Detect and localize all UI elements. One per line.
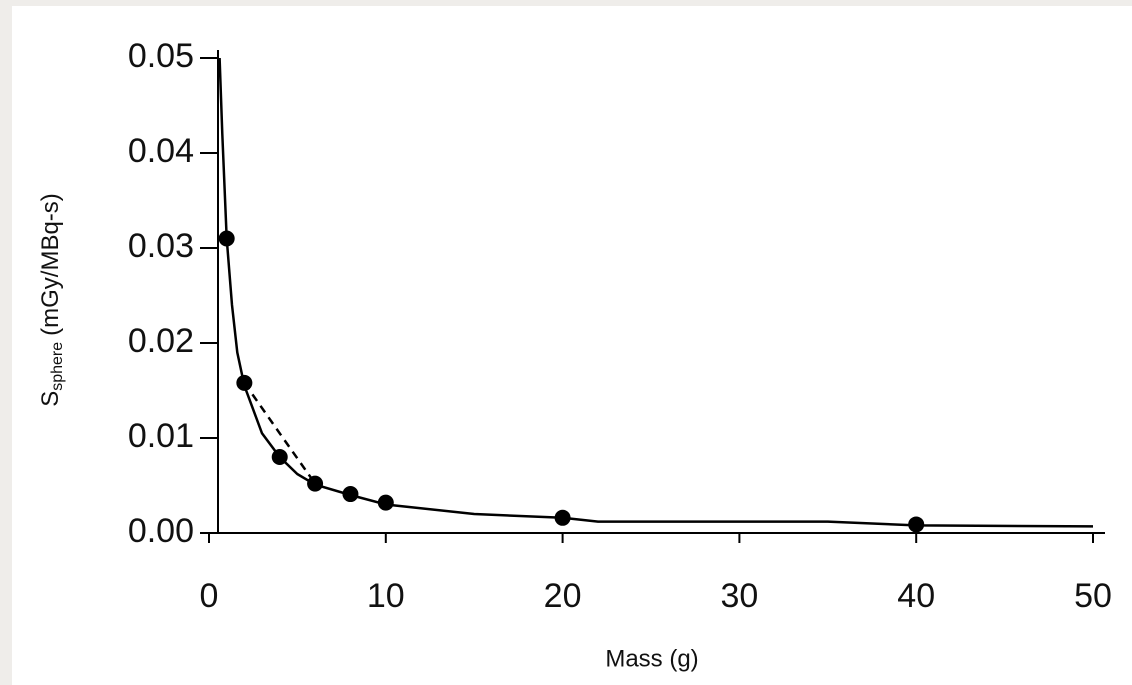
data-point: [554, 509, 571, 526]
y-tick-label: 0.05: [128, 37, 194, 75]
data-point: [377, 494, 394, 511]
fit-line: [218, 57, 1094, 528]
y-label-subscript: sphere: [49, 342, 66, 391]
data-point: [342, 486, 359, 503]
x-tick-label: 50: [1074, 577, 1112, 615]
y-tick-label: 0.02: [128, 322, 194, 360]
y-tick-label: 0.00: [128, 512, 194, 550]
y-axis-label: Ssphere (mGy/MBq-s): [37, 193, 66, 407]
chart-panel: [12, 6, 1132, 685]
x-tick-label: 40: [897, 577, 935, 615]
x-tick-label: 0: [200, 577, 219, 615]
data-point: [271, 449, 288, 465]
fit-line: [243, 382, 317, 485]
y-label-unit: (mGy/MBq-s): [37, 193, 64, 336]
y-tick-label: 0.03: [128, 227, 194, 265]
y-tick-label: 0.01: [128, 417, 194, 455]
x-axis-label: Mass (g): [605, 645, 698, 672]
y-label-symbol: S: [37, 391, 64, 407]
data-point: [307, 475, 324, 492]
data-point: [218, 230, 235, 247]
x-tick-label: 10: [367, 577, 405, 615]
x-tick-label: 20: [544, 577, 582, 615]
y-tick-label: 0.04: [128, 132, 194, 170]
data-point: [236, 374, 253, 391]
x-tick-label: 30: [720, 577, 758, 615]
data-point: [908, 516, 925, 533]
